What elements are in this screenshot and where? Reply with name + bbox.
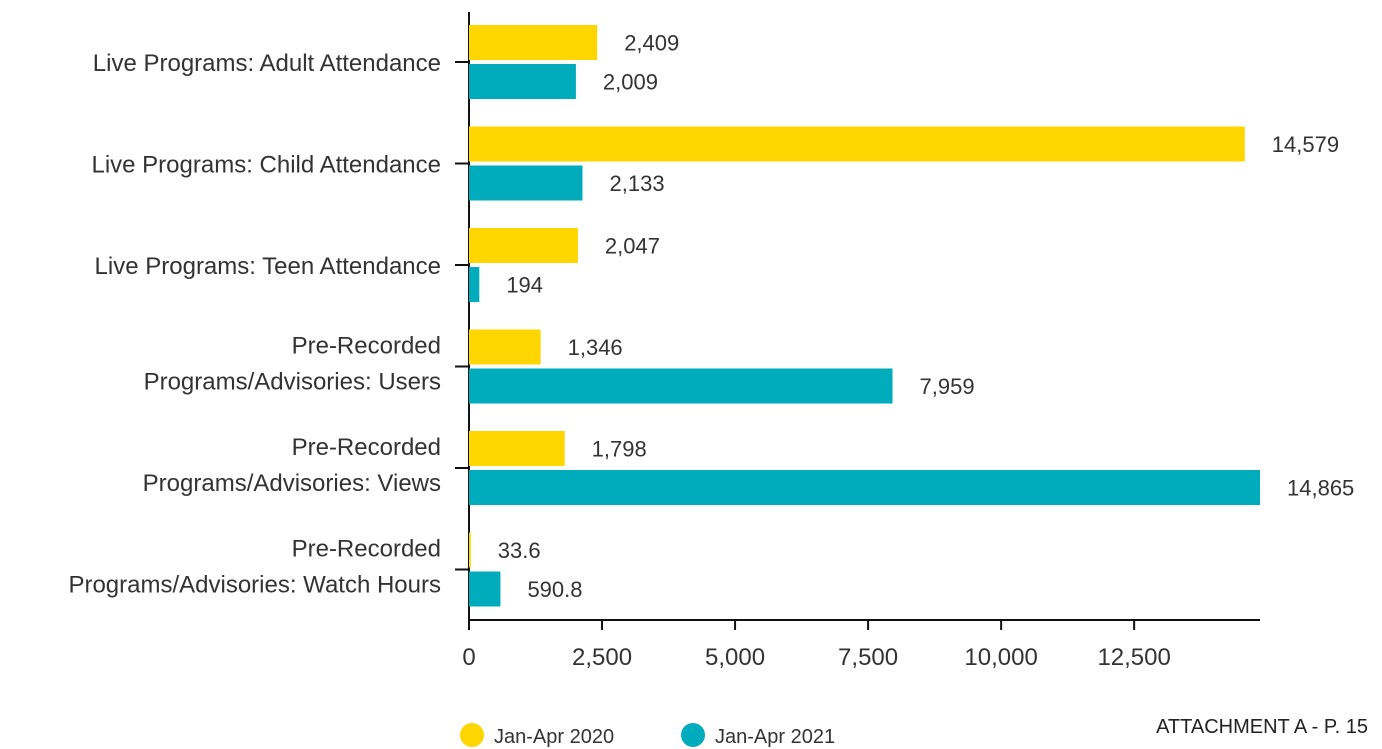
data-label: 14,865 [1287, 476, 1354, 501]
bar-2021 [469, 470, 1260, 505]
attachment-label: ATTACHMENT A - P. 15 [1156, 716, 1368, 738]
category-label: Pre-Recorded Programs/Advisories: Views [143, 434, 441, 497]
category-label-line: Pre-Recorded [292, 333, 441, 360]
x-tick-label: 10,000 [964, 644, 1037, 671]
data-label: 2,047 [605, 234, 660, 259]
bar-2020 [469, 126, 1245, 162]
category-label: Pre-Recorded Programs/Advisories: Watch H… [68, 536, 441, 599]
bar-2021 [469, 64, 576, 99]
x-tick-label: 5,000 [705, 644, 765, 671]
data-label: 2,409 [624, 31, 679, 56]
category-label: Live Programs: Adult Attendance [93, 50, 441, 77]
data-label: 2,133 [610, 171, 665, 196]
category-label-line: Pre-Recorded [292, 434, 441, 461]
bar-2020 [469, 532, 471, 568]
category-label-line: Programs/Advisories: Users [144, 369, 441, 396]
x-tick-label: 7,500 [838, 644, 898, 671]
x-tick-label: 0 [462, 644, 475, 671]
category-label: Live Programs: Teen Attendance [95, 253, 441, 280]
data-label: 590.8 [527, 577, 582, 602]
data-label: 1,346 [568, 335, 623, 360]
bar-2020 [469, 25, 598, 60]
category-label-line: Pre-Recorded [292, 536, 441, 563]
legend-swatch [460, 723, 484, 747]
data-label: 1,798 [592, 437, 647, 462]
legend-swatch [681, 723, 705, 747]
bar-2021 [469, 165, 583, 201]
legend-label: Jan-Apr 2021 [715, 726, 835, 748]
bar-2021 [469, 267, 480, 302]
bar-2020 [469, 228, 578, 263]
legend-label: Jan-Apr 2020 [494, 726, 614, 748]
bar-2021 [469, 368, 893, 404]
data-label: 2,009 [603, 70, 658, 95]
category-label: Pre-Recorded Programs/Advisories: Users [144, 333, 441, 396]
x-tick-label: 12,500 [1097, 644, 1170, 671]
x-tick-label: 2,500 [572, 644, 632, 671]
category-label-line: Live Programs: Child Attendance [91, 152, 441, 179]
data-label: 194 [506, 273, 543, 298]
bar-2020 [469, 431, 565, 466]
category-label: Live Programs: Child Attendance [91, 152, 441, 179]
category-label-line: Programs/Advisories: Views [143, 470, 441, 497]
category-label-line: Programs/Advisories: Watch Hours [68, 572, 441, 599]
data-label: 33.6 [498, 538, 541, 563]
bar-2020 [469, 329, 541, 365]
category-label-line: Live Programs: Teen Attendance [95, 253, 441, 280]
bar-2021 [469, 571, 501, 607]
category-label-line: Live Programs: Adult Attendance [93, 50, 441, 77]
data-label: 7,959 [920, 374, 975, 399]
data-label: 14,579 [1272, 132, 1339, 157]
